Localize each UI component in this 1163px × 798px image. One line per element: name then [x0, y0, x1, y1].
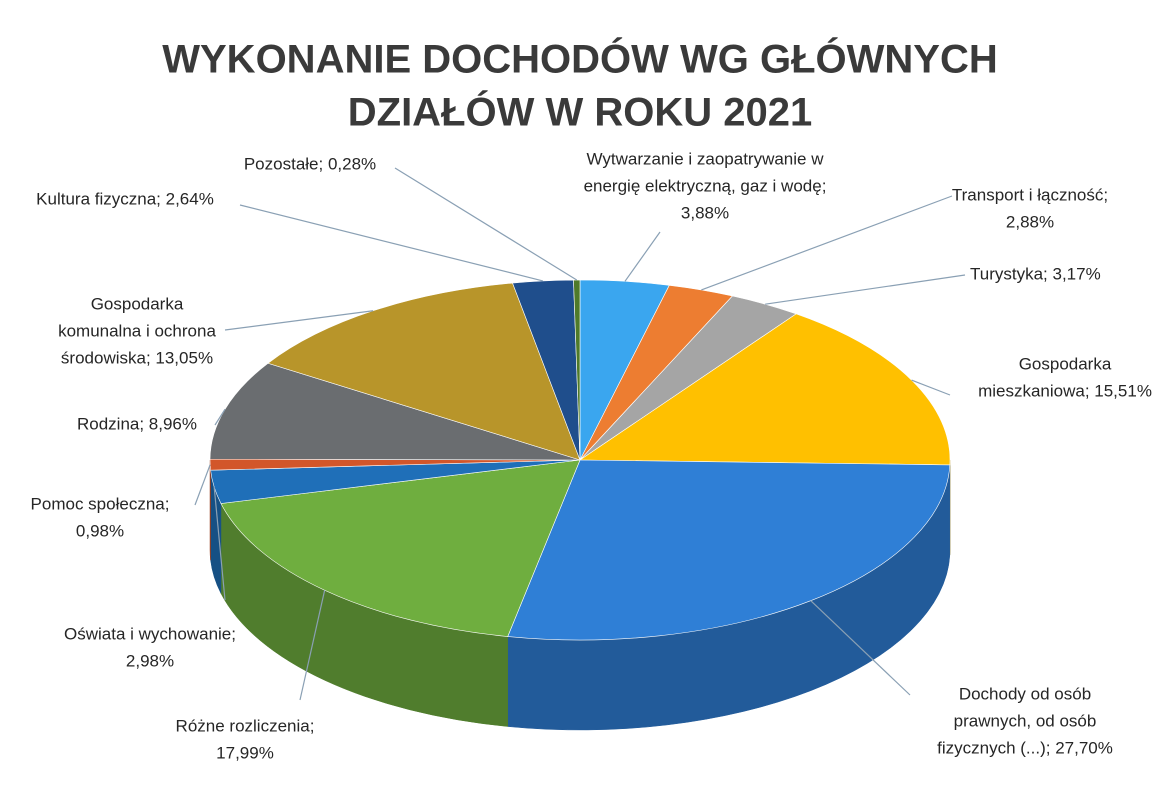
leader-line	[394, 167, 578, 281]
data-label: mieszkaniowa; 15,51%	[978, 381, 1152, 400]
leader-line	[213, 486, 226, 601]
slice-side	[209, 459, 211, 561]
data-label: Turystyka; 3,17%	[970, 264, 1101, 283]
leader-line	[624, 231, 661, 282]
data-label: fizycznych (...); 27,70%	[937, 738, 1113, 757]
data-label: Pozostałe; 0,28%	[244, 154, 376, 173]
pie-slice	[220, 459, 581, 637]
data-label: Transport i łączność;	[952, 185, 1108, 204]
data-label: energię elektryczną, gaz i wodę;	[584, 176, 827, 195]
leader-line	[224, 310, 374, 331]
chart-title: WYKONANIE DOCHODÓW WG GŁÓWNYCH	[162, 36, 998, 82]
chart-title: DZIAŁÓW W ROKU 2021	[348, 89, 812, 135]
data-label: 2,88%	[1006, 212, 1054, 231]
leader-line	[194, 464, 211, 506]
data-label: Kultura fizyczna; 2,64%	[36, 189, 214, 208]
data-label: prawnych, od osób	[954, 711, 1097, 730]
data-label: Gospodarka	[91, 294, 184, 313]
leader-line	[810, 600, 911, 696]
data-label: 0,98%	[76, 521, 124, 540]
leader-line	[214, 408, 226, 426]
leader-line	[701, 195, 953, 291]
data-label: 17,99%	[216, 743, 274, 762]
data-label: 3,88%	[681, 203, 729, 222]
data-label: Wytwarzanie i zaopatrywanie w	[587, 149, 825, 168]
leader-line	[911, 379, 951, 396]
data-label: Oświata i wychowanie;	[64, 624, 236, 643]
pie-slice	[267, 282, 581, 461]
leader-line	[765, 274, 966, 305]
leader-line	[299, 590, 326, 701]
data-label: Rodzina; 8,96%	[77, 414, 197, 433]
data-label: komunalna i ochrona	[58, 321, 216, 340]
data-label: Różne rozliczenia;	[176, 716, 315, 735]
pie-slice	[579, 313, 951, 466]
leader-line	[239, 204, 544, 282]
data-label: Gospodarka	[1019, 354, 1112, 373]
pie-slice	[209, 362, 581, 461]
pie-slice	[507, 459, 951, 641]
data-label: środowiska; 13,05%	[61, 348, 213, 367]
data-label: Dochody od osób	[959, 684, 1091, 703]
data-label: Pomoc społeczna;	[31, 494, 170, 513]
data-label: 2,98%	[126, 651, 174, 670]
